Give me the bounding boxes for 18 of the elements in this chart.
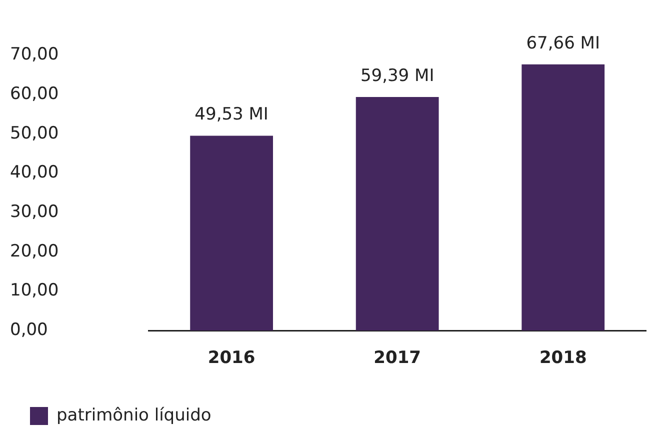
data-label: 59,39 MI — [360, 66, 434, 86]
bar — [356, 96, 439, 331]
y-tick-label: 70,00 — [10, 44, 59, 65]
data-label: 67,66 MI — [526, 33, 600, 54]
x-tick-label: 2017 — [374, 348, 421, 368]
x-tick-label: 2018 — [539, 348, 587, 368]
y-tick-label: 40,00 — [10, 162, 59, 183]
data-label: 49,53 MI — [194, 104, 268, 125]
bar — [522, 64, 605, 331]
y-tick-label: 0,00 — [10, 320, 48, 340]
legend-label: patrimônio líquido — [56, 405, 212, 426]
y-tick-label: 50,00 — [10, 123, 59, 144]
y-tick-label: 60,00 — [10, 84, 59, 104]
y-tick-label: 10,00 — [10, 280, 59, 301]
bar — [190, 136, 273, 331]
y-tick-label: 30,00 — [10, 202, 59, 222]
y-tick-label: 20,00 — [10, 241, 59, 262]
x-tick-label: 2016 — [208, 348, 256, 368]
